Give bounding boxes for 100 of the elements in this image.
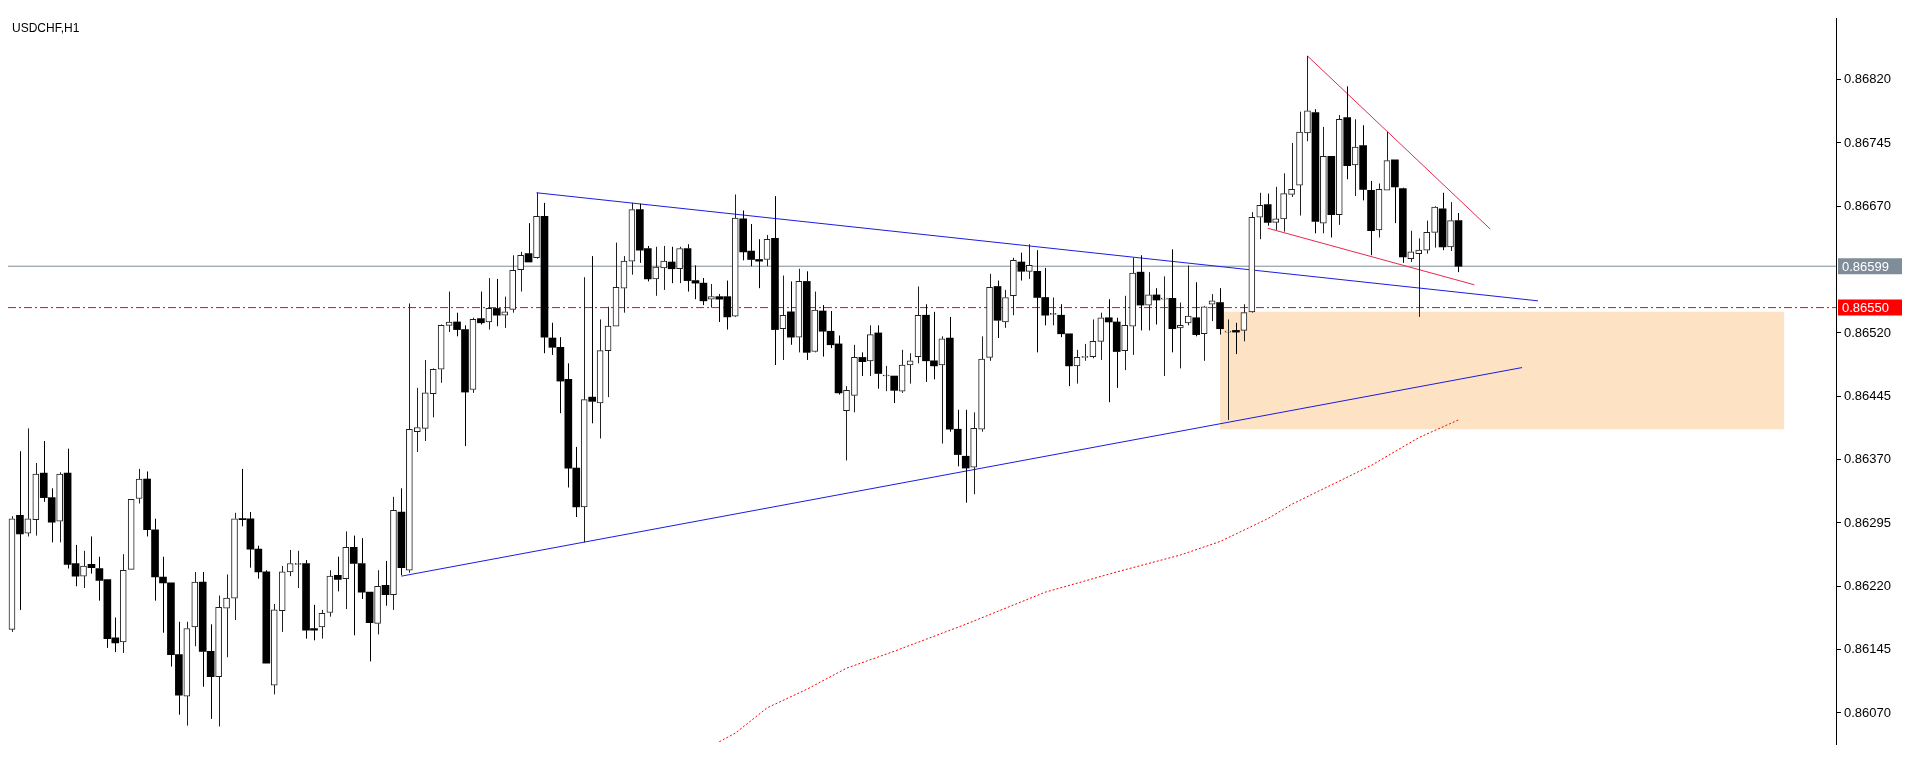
candlestick [501,296,509,329]
candlestick [1272,186,1280,231]
candlestick [262,569,271,664]
candlestick [1304,55,1311,142]
candlestick [802,270,811,361]
candlestick [1391,159,1399,224]
candlestick [771,195,779,366]
y-tick-label: 0.86445 [1844,387,1891,403]
candlestick [231,512,238,621]
candlestick [1224,318,1232,421]
candlestick [342,530,350,610]
candlestick [477,291,485,325]
candlestick [1112,317,1121,389]
candlestick [533,192,540,259]
candlestick [381,560,390,607]
y-tick-label: 0.86670 [1844,197,1891,213]
candlestick [1184,264,1192,326]
candlestick [183,621,191,727]
candlestick [1335,114,1343,226]
y-tick-label: 0.86520 [1844,324,1891,340]
candlestick [1097,312,1105,361]
candlestick [1161,275,1168,377]
candlestick [223,573,230,658]
candlestick [1145,271,1152,331]
candlestick [1415,237,1423,318]
candlestick [1447,201,1454,252]
candlestick [1017,252,1026,282]
candlestick [795,268,803,353]
candlestick [1136,254,1145,331]
candlestick [390,496,397,611]
y-tick-label: 0.86370 [1844,451,1891,467]
candlestick [1129,257,1136,356]
candlestick [1121,295,1128,371]
ref-line-label: 0.86599 [1842,258,1889,274]
candlestick [676,246,683,284]
candlestick [1423,220,1431,255]
candlestick [374,569,381,635]
candlestick [851,344,858,413]
candlestick [1367,180,1375,256]
candlestick [397,487,406,576]
candlestick [843,385,850,461]
candlestick [1168,248,1177,353]
candlestick [906,352,914,385]
candlestick [294,550,302,589]
candlestick [660,245,668,291]
candlestick [588,255,596,424]
candlestick [978,335,985,433]
candlestick [993,280,1002,339]
ref-line-label: 0.86550 [1842,300,1889,316]
candlestick [1311,108,1320,234]
candlestick [882,365,890,392]
candlestick [421,359,429,442]
candlestick [874,324,883,390]
candlestick [1454,212,1463,273]
candlestick [334,556,342,592]
y-tick-label: 0.86820 [1844,71,1891,87]
candlestick [731,193,739,317]
candlestick [1296,111,1303,217]
candlestick [858,351,867,377]
candlestick [867,324,874,377]
candlestick [1438,192,1447,251]
candlestick [119,553,127,654]
candlestick [413,387,421,453]
line-series [718,419,1459,743]
candlestick [787,280,795,346]
candlestick [1359,124,1367,201]
candlestick [32,462,40,537]
y-tick-label: 0.86220 [1844,577,1891,593]
chart-title: USDCHF,H1 [12,21,80,36]
candlestick [961,409,970,504]
candlestick [215,595,222,727]
candlestick [492,278,501,327]
candlestick [1025,243,1033,280]
candlestick [87,535,96,575]
candlestick [890,375,899,404]
candlestick [1192,281,1201,337]
candlestick [1263,193,1272,227]
candlestick [159,556,167,634]
candlestick [652,246,660,297]
candlestick [1320,126,1327,234]
candlestick [1431,206,1438,249]
candlestick [406,302,413,574]
y-tick-label: 0.86145 [1844,641,1891,657]
candlestick [540,202,549,354]
candlestick [191,571,199,647]
candlestick [80,550,87,589]
candlestick [1343,85,1352,180]
y-tick-label: 0.86070 [1844,704,1891,720]
candlestick [509,254,517,314]
candlestick [56,471,63,543]
candlestick [517,251,524,293]
candlestick [1288,142,1295,198]
candlestick [1216,287,1224,336]
candlestick [1104,298,1113,403]
candlestick [429,368,437,418]
candlestick [986,273,993,362]
candlestick [1280,172,1287,233]
candlestick [1002,289,1009,329]
candlestick [572,446,581,518]
candlestick [1399,188,1407,264]
